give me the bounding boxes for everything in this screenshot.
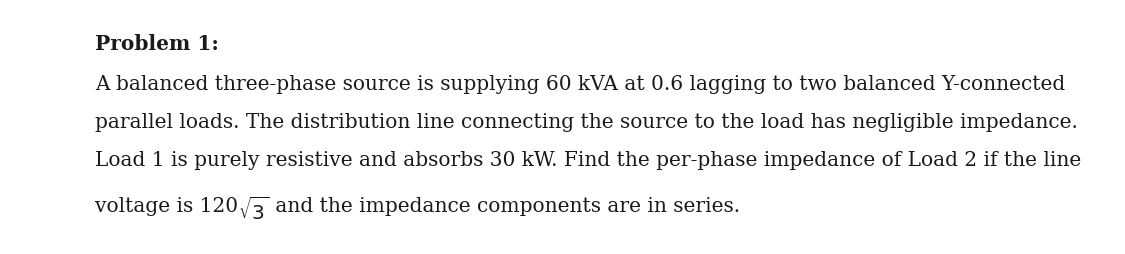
Text: $\sqrt{3}$: $\sqrt{3}$	[238, 197, 269, 224]
Text: Load 1 is purely resistive and absorbs 30 kW. Find the per-phase impedance of Lo: Load 1 is purely resistive and absorbs 3…	[94, 151, 1081, 170]
Text: and the impedance components are in series.: and the impedance components are in seri…	[269, 197, 740, 216]
Text: voltage is 120: voltage is 120	[94, 197, 238, 216]
Text: Problem 1:: Problem 1:	[94, 34, 219, 54]
Text: parallel loads. The distribution line connecting the source to the load has negl: parallel loads. The distribution line co…	[94, 113, 1078, 132]
Text: A balanced three-phase source is supplying 60 kVA at 0.6 lagging to two balanced: A balanced three-phase source is supplyi…	[94, 75, 1065, 94]
